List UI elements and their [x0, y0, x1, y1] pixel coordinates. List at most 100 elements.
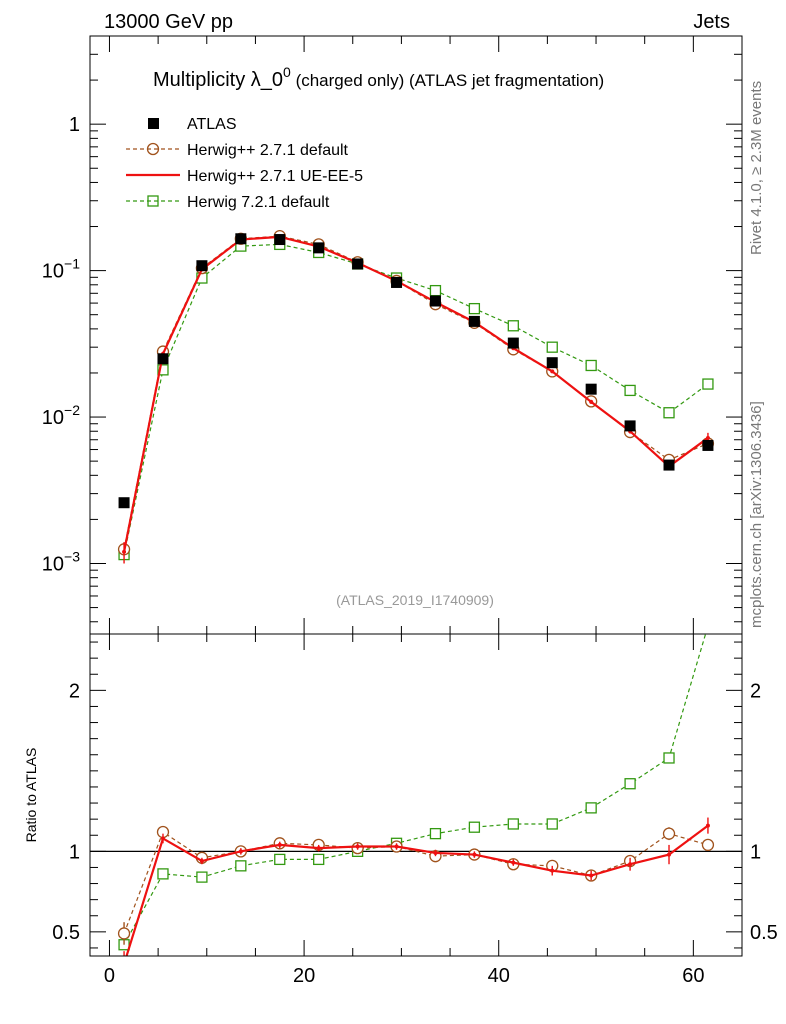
ytick-base: 10 — [42, 261, 64, 283]
main-atlas-point — [118, 497, 130, 509]
main-herwig7-point — [585, 359, 597, 372]
ytick-exponent: −3 — [64, 548, 80, 564]
main-herwig7-point — [507, 320, 519, 332]
ratio-herwig7-line — [123, 634, 707, 946]
main-herwig7-line — [123, 243, 709, 555]
main-herwig7-point — [157, 364, 169, 376]
header-jets-label: Jets — [693, 11, 730, 33]
ratio-herwig-default-point — [701, 838, 715, 852]
main-ytick-label: 1 — [69, 114, 80, 136]
ratio-herwig-default-point — [662, 827, 676, 840]
ratio-herwig7-point — [157, 868, 169, 880]
ratio-herwig7-point — [585, 802, 597, 814]
main-herwig7-point — [624, 384, 636, 397]
main-atlas-point — [313, 242, 325, 254]
legend-entry-herwig-ue: Herwig++ 2.7.1 UE-EE-5 — [126, 168, 363, 185]
ratio-herwig-ue-point — [160, 836, 165, 841]
header-energy-label: 13000 GeV pp — [104, 11, 233, 33]
main-atlas-point — [663, 459, 675, 471]
ratio-ylabel: Ratio to ATLAS — [23, 748, 39, 843]
main-series-group — [117, 229, 715, 564]
ratio-herwig-ue-point — [433, 850, 438, 855]
ratio-herwig-ue-point — [705, 823, 710, 828]
ratio-ytick-label-right: 1 — [750, 841, 761, 863]
main-herwig-ue-line — [122, 235, 709, 553]
ratio-herwig-ue-point — [550, 868, 555, 873]
legend-atlas-marker — [148, 118, 159, 129]
ratio-herwig-ue-point — [394, 844, 399, 849]
ratio-herwig-ue-point — [589, 873, 594, 878]
mcplots-source-label: mcplots.cern.ch [arXiv:1306.3436] — [748, 401, 765, 628]
ratio-herwig7-point — [274, 853, 286, 866]
main-atlas-point — [507, 337, 519, 349]
ratio-herwig-ue-point — [472, 852, 477, 857]
ratio-herwig-ue-point — [628, 862, 633, 867]
main-ytick-label: 10−1 — [42, 256, 80, 283]
main-herwig-default-line — [123, 235, 709, 550]
ratio-herwig-default-point — [117, 927, 131, 940]
main-herwig7-point — [429, 284, 442, 297]
main-title: Multiplicity λ_00 (charged only) (ATLAS … — [153, 64, 604, 91]
main-herwig7-point — [702, 378, 714, 390]
main-atlas-point — [624, 420, 636, 432]
main-herwig-ue-point — [705, 435, 710, 440]
rivet-version-label: Rivet 4.1.0, ≥ 2.3M events — [748, 81, 765, 255]
main-herwig-ue-point — [589, 399, 594, 404]
ratio-herwig-ue-point — [511, 860, 516, 865]
ratio-frame — [89, 633, 743, 957]
legend-entry-herwig7: Herwig 7.2.1 default — [126, 194, 330, 211]
main-atlas-point — [235, 233, 247, 245]
ratio-herwig-ue-line — [125, 824, 709, 956]
ratio-herwig-ue-point — [667, 852, 672, 857]
ytick-exponent: −1 — [64, 256, 80, 272]
main-atlas-point — [391, 276, 403, 288]
ratio-ytick-label-left: 2 — [69, 680, 80, 702]
ratio-axis-ticks: 0.5 0.51 12 20 20 40 60 — [52, 634, 778, 987]
xtick-label: 60 — [682, 965, 704, 987]
ratio-panel: 0.5 0.51 12 20 20 40 60 Ratio to ATLAS — [23, 633, 778, 987]
ratio-ytick-label-right: 0.5 — [750, 922, 778, 944]
xtick-label: 40 — [488, 965, 510, 987]
legend: ATLAS Herwig++ 2.7.1 default Herwig++ 2.… — [126, 116, 363, 211]
main-axis-ticks: 110−110−210−3 — [42, 35, 742, 634]
ratio-ytick-label-left: 1 — [69, 841, 80, 863]
main-herwig-ue-point — [550, 369, 555, 374]
analysis-label: (ATLAS_2019_I1740909) — [336, 592, 494, 608]
main-herwig-ue-point — [122, 549, 127, 554]
main-atlas-point — [429, 295, 441, 307]
main-atlas-point — [585, 383, 597, 395]
ratio-herwig-ue-point — [199, 859, 204, 864]
main-ytick-label: 10−3 — [42, 548, 80, 575]
title-main: Multiplicity λ_0 — [153, 69, 283, 91]
legend-atlas-label: ATLAS — [187, 116, 237, 133]
legend-entry-atlas: ATLAS — [148, 116, 237, 133]
ratio-herwig-ue-point — [316, 846, 321, 851]
ratio-ytick-label-right: 2 — [750, 680, 761, 702]
xtick-label: 0 — [104, 965, 115, 987]
ratio-herwig7-point — [546, 818, 558, 830]
ratio-herwig-default-line — [123, 831, 709, 934]
ytick-base: 10 — [42, 407, 64, 429]
ratio-herwig7-point — [429, 827, 442, 840]
main-atlas-point — [274, 234, 286, 246]
ratio-herwig7-point — [624, 778, 636, 790]
legend-herwig-default-marker — [146, 142, 160, 156]
ratio-herwig-ue-point — [355, 844, 360, 849]
ratio-herwig7-point — [196, 871, 208, 883]
ratio-series-group — [90, 634, 742, 956]
main-herwig7-point — [663, 407, 675, 419]
main-atlas-point — [546, 357, 558, 369]
main-ytick-label: 10−2 — [42, 402, 80, 429]
main-panel: 110−110−210−3 Multiplicity λ_00 (charged… — [42, 35, 743, 635]
legend-herwig7-marker — [147, 195, 159, 207]
ratio-herwig-ue-point — [238, 849, 243, 854]
main-atlas-point — [196, 260, 208, 272]
main-herwig7-point — [468, 302, 481, 315]
ratio-herwig-ue-point — [277, 842, 282, 847]
main-atlas-point — [468, 315, 480, 327]
title-superscript: 0 — [283, 64, 291, 80]
main-atlas-point — [352, 258, 364, 270]
ytick-base: 10 — [42, 553, 64, 575]
ratio-herwig7-point — [507, 818, 519, 830]
main-herwig7-point — [546, 341, 558, 353]
